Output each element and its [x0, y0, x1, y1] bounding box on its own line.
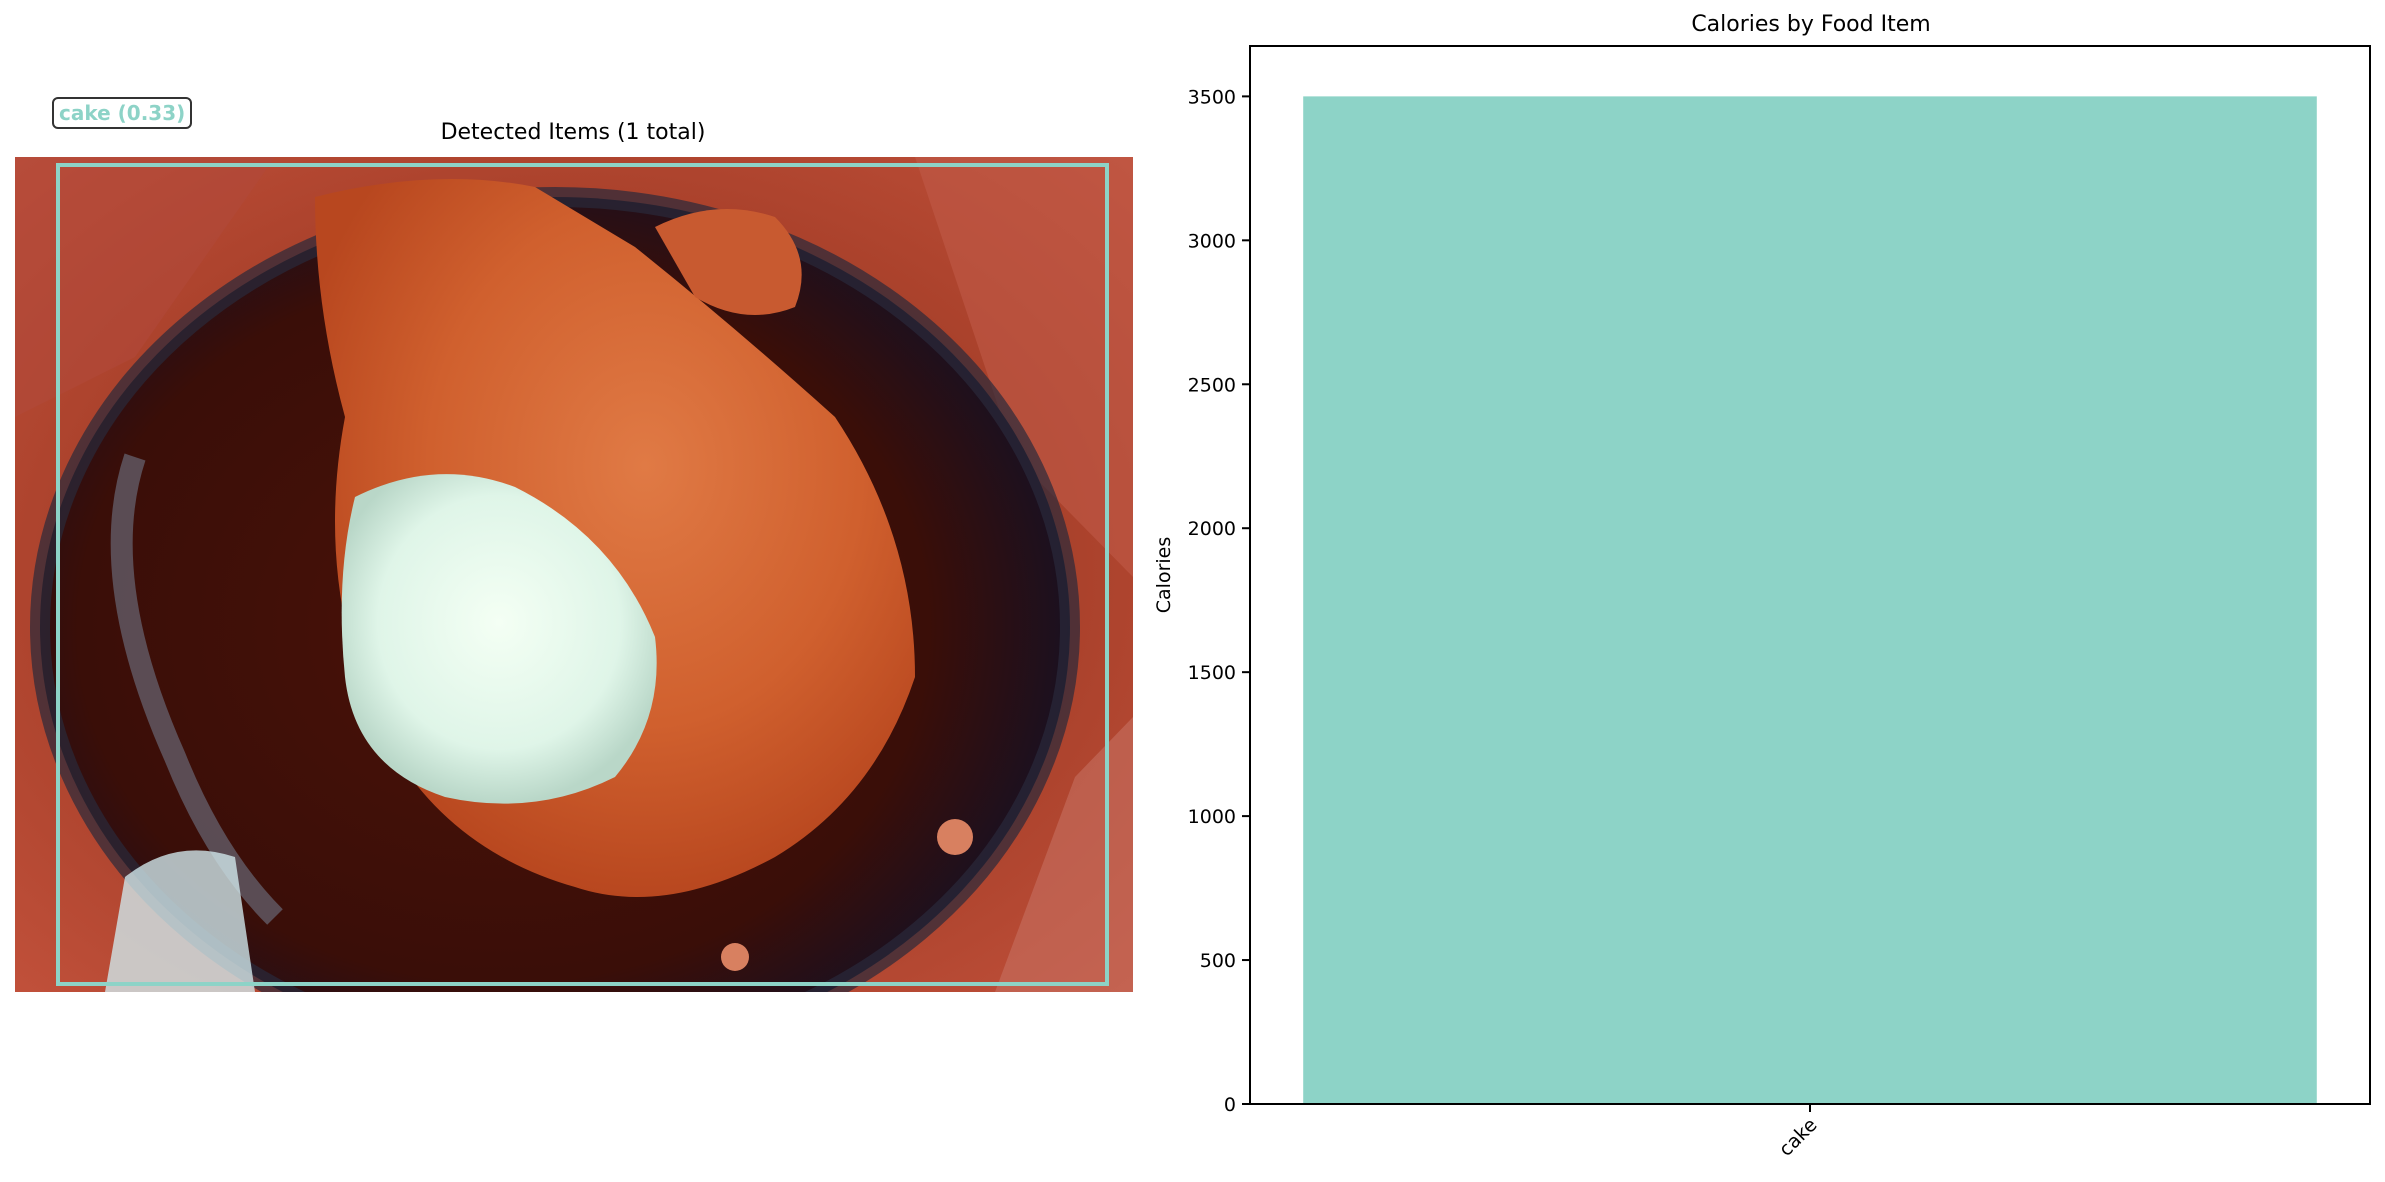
- food-photo: [15, 157, 1133, 992]
- bar-cake: [1303, 96, 2317, 1104]
- chart-title: Calories by Food Item: [1691, 12, 1931, 37]
- x-tick-label: cake: [1775, 1114, 1822, 1161]
- y-tick-label: 2000: [1188, 518, 1236, 540]
- y-tick-label: 0: [1224, 1094, 1236, 1116]
- y-tick-label: 1500: [1188, 662, 1236, 684]
- y-tick-label: 3000: [1188, 230, 1236, 252]
- y-tick-label: 1000: [1188, 806, 1236, 828]
- y-tick-label: 2500: [1188, 374, 1236, 396]
- y-axis-label: Calories: [1153, 537, 1175, 614]
- detection-label: cake (0.33): [52, 97, 193, 129]
- detection-panel-title: Detected Items (1 total): [440, 120, 706, 145]
- y-tick-label: 3500: [1188, 86, 1236, 108]
- detection-bounding-box: [56, 163, 1109, 986]
- y-tick-label: 500: [1200, 950, 1236, 972]
